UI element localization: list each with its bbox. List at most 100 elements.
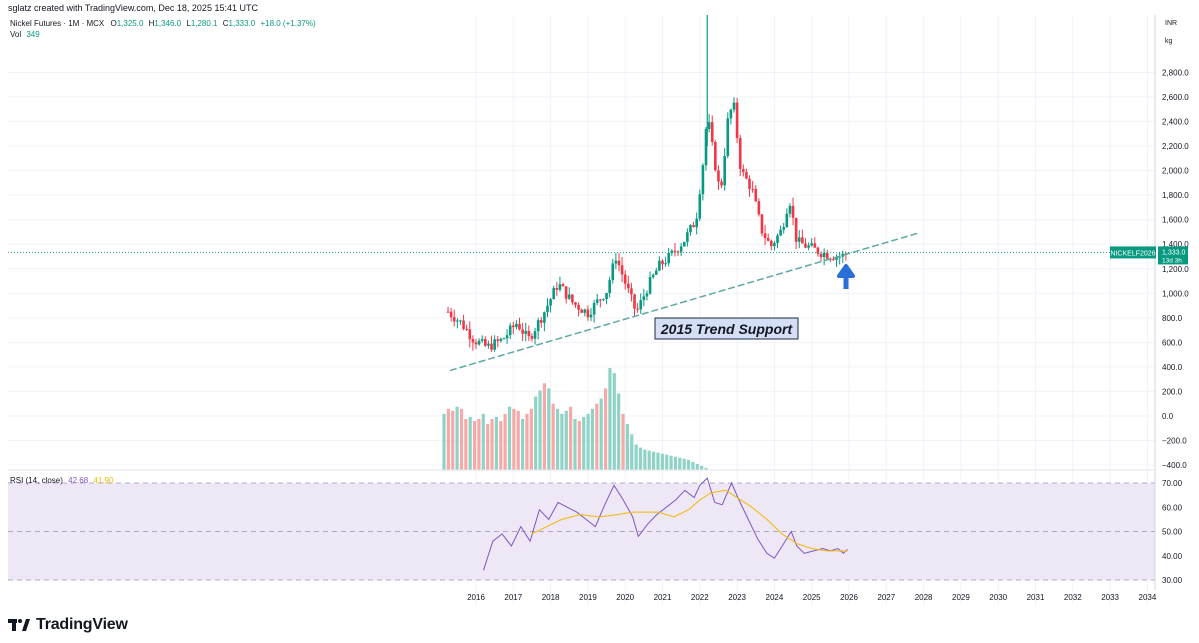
candle-body	[825, 252, 829, 259]
symbol-tag: NICKELF2026	[1110, 250, 1155, 257]
candle-body	[539, 320, 543, 323]
candle-body	[841, 253, 845, 257]
volume-bar	[529, 408, 533, 470]
volume-bar	[582, 416, 586, 470]
year-tick-label: 2023	[728, 593, 746, 602]
annotation-text: 2015 Trend Support	[660, 321, 794, 337]
candle-body	[452, 317, 456, 322]
price-tick-label: 2,400.0	[1162, 118, 1189, 127]
candle-body	[760, 214, 764, 234]
candle-body	[552, 288, 556, 300]
candle-body	[468, 329, 472, 340]
candle-body	[608, 280, 611, 293]
brand-name: TradingView	[36, 616, 128, 633]
candle-body	[595, 299, 599, 303]
year-tick-label: 2024	[766, 593, 784, 602]
candle-body	[785, 213, 789, 228]
candle-body	[726, 118, 730, 156]
candle-body	[682, 241, 686, 247]
rsi-value: 42.68	[68, 476, 89, 485]
candle-body	[636, 308, 639, 310]
rsi-tick-label: 60.00	[1162, 503, 1183, 512]
volume-legend[interactable]: Vol 349	[10, 30, 40, 39]
price-tick-label: 200.0	[1162, 387, 1183, 396]
volume-bar	[494, 416, 498, 470]
currency-label: INR	[1165, 20, 1178, 27]
year-tick-label: 2034	[1139, 593, 1157, 602]
volume-bar	[678, 457, 682, 470]
candle-body	[580, 309, 583, 313]
volume-bar	[560, 413, 564, 470]
candle-body	[748, 178, 751, 189]
volume-bar	[551, 403, 555, 470]
candle-body	[549, 299, 552, 306]
year-tick-label: 2025	[803, 593, 821, 602]
volume-bar	[660, 453, 664, 470]
candle-body	[804, 243, 807, 248]
price-tick-label: 400.0	[1162, 363, 1183, 372]
volume-bar	[538, 390, 542, 470]
volume-bar	[442, 413, 446, 470]
volume-bar	[603, 388, 608, 470]
last-price-tag: 1,333.0	[1162, 249, 1185, 256]
close-value: 1,333.0	[228, 19, 256, 28]
volume-bar	[446, 408, 450, 470]
year-tick-label: 2033	[1101, 593, 1119, 602]
price-tick-label: 2,200.0	[1162, 142, 1189, 151]
candle-body	[487, 343, 490, 346]
rsi-legend[interactable]: RSI (14, close) 42.68 41.90	[10, 476, 113, 485]
volume-bar	[464, 419, 468, 470]
volume-bar	[481, 413, 485, 470]
volume-bar	[472, 421, 477, 470]
symbol-name: Nickel Futures · 1M · MCX	[10, 19, 105, 28]
candlestick-series	[446, 15, 848, 352]
candle-body	[502, 338, 506, 340]
volume-bar	[459, 408, 464, 470]
candle-body	[769, 240, 773, 247]
candle-body	[449, 311, 453, 318]
year-tick-label: 2029	[952, 593, 970, 602]
year-tick-label: 2026	[840, 593, 858, 602]
candle-body	[735, 102, 739, 139]
candle-body	[471, 339, 475, 343]
volume-bar	[700, 465, 704, 470]
price-tick-label: 800.0	[1162, 314, 1183, 323]
volume-bar	[586, 413, 590, 470]
author-line: sglatz created with TradingView.com, Dec…	[8, 3, 258, 13]
price-tick-label: −200.0	[1162, 436, 1187, 445]
rsi-pane	[8, 477, 1155, 581]
candle-body	[518, 323, 521, 330]
year-tick-label: 2016	[467, 593, 485, 602]
price-tick-label: 0.0	[1162, 412, 1174, 421]
candle-body	[661, 260, 664, 265]
volume-bar	[682, 458, 686, 470]
price-tick-label: 2,000.0	[1162, 167, 1189, 176]
candle-body	[599, 299, 602, 301]
candle-body	[605, 292, 608, 300]
volume-bar	[573, 419, 577, 470]
rsi-tick-label: 30.00	[1162, 576, 1183, 585]
candle-body	[729, 109, 733, 119]
tradingview-logo[interactable]: TradingView	[8, 616, 128, 634]
volume-bar	[612, 373, 616, 470]
candle-body	[776, 235, 779, 244]
candle-body	[832, 259, 835, 261]
price-tick-label: 2,600.0	[1162, 93, 1189, 102]
candle-body	[480, 339, 484, 341]
price-tick-label: 1,600.0	[1162, 216, 1189, 225]
candle-body	[493, 339, 496, 350]
rsi-tick-label: 50.00	[1162, 528, 1183, 537]
candle-body	[611, 263, 615, 281]
candle-body	[474, 342, 478, 345]
year-tick-label: 2028	[915, 593, 933, 602]
candle-body	[794, 217, 798, 242]
candle-body	[710, 122, 714, 142]
volume-bar	[542, 383, 547, 470]
trendline	[449, 232, 919, 372]
volume-bar	[503, 413, 507, 470]
volume-bar	[569, 406, 573, 470]
candle-body	[698, 194, 702, 219]
symbol-legend[interactable]: Nickel Futures · 1M · MCX O1,325.0 H1,34…	[10, 19, 316, 28]
candle-body	[720, 181, 723, 186]
volume-bar	[516, 410, 520, 470]
